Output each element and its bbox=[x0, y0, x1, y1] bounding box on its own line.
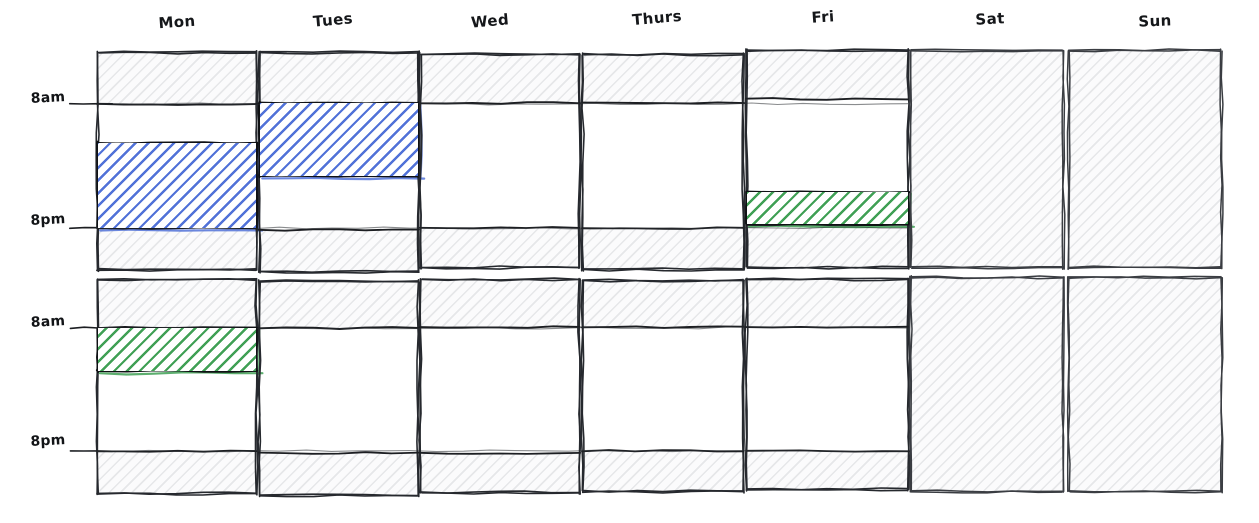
unavailable-morning-w1-tues bbox=[260, 52, 418, 103]
unavailable-morning-w2-mon bbox=[98, 279, 256, 328]
unavailable-morning-w1-thurs bbox=[583, 54, 743, 103]
unavailable-morning-w2-thurs bbox=[583, 280, 743, 327]
unavailable-evening-w2-fri bbox=[747, 451, 908, 490]
unavailable-morning-w2-wed bbox=[421, 279, 579, 327]
event-block-free-green-w2-mon-0[interactable] bbox=[98, 328, 256, 371]
unavailable-evening-w2-tues bbox=[260, 453, 418, 496]
day-header-fri[interactable]: Fri bbox=[810, 7, 836, 27]
unavailable-evening-w2-mon bbox=[98, 451, 256, 494]
available-slot-w1-wed[interactable] bbox=[421, 103, 579, 228]
available-slot-w2-thurs[interactable] bbox=[583, 327, 743, 451]
unavailable-evening-w1-tues bbox=[260, 230, 418, 272]
time-label-8pm-row2: 8pm bbox=[30, 432, 66, 450]
day-header-wed[interactable]: Wed bbox=[470, 10, 510, 32]
unavailable-morning-w2-fri bbox=[747, 279, 908, 327]
day-header-sun[interactable]: Sun bbox=[1138, 11, 1172, 31]
time-label-8pm-row1: 8pm bbox=[30, 211, 66, 229]
day-header-mon[interactable]: Mon bbox=[157, 11, 197, 33]
unavailable-allday-w1-sun bbox=[1069, 50, 1221, 268]
available-slot-w2-wed[interactable] bbox=[421, 327, 579, 453]
time-label-8am-row1: 8am bbox=[30, 89, 66, 107]
unavailable-allday-w1-sat bbox=[911, 50, 1063, 268]
event-block-busy-blue-w1-tues-0[interactable] bbox=[260, 103, 418, 176]
day-header-thurs[interactable]: Thurs bbox=[631, 6, 683, 30]
unavailable-morning-w2-tues bbox=[260, 281, 418, 328]
unavailable-evening-w2-thurs bbox=[583, 451, 743, 492]
time-label-8am-row2: 8am bbox=[30, 313, 66, 331]
unavailable-allday-w2-sun bbox=[1069, 277, 1221, 492]
unavailable-evening-w2-wed bbox=[421, 453, 579, 493]
unavailable-morning-w1-fri bbox=[747, 50, 908, 99]
unavailable-evening-w1-thurs bbox=[583, 228, 743, 270]
unavailable-allday-w2-sat bbox=[911, 277, 1063, 492]
unavailable-evening-w1-fri bbox=[747, 225, 908, 268]
event-block-free-green-w1-fri-0[interactable] bbox=[747, 192, 908, 224]
available-slot-w2-fri[interactable] bbox=[747, 327, 908, 451]
unavailable-evening-w1-mon bbox=[98, 228, 256, 270]
available-slot-w1-thurs[interactable] bbox=[583, 103, 743, 228]
available-slot-w2-tues[interactable] bbox=[260, 328, 418, 453]
unavailable-evening-w1-wed bbox=[421, 228, 579, 268]
day-header-tues[interactable]: Tues bbox=[312, 9, 354, 31]
day-header-sat[interactable]: Sat bbox=[974, 9, 1006, 29]
unavailable-morning-w1-wed bbox=[421, 54, 579, 103]
unavailable-morning-w1-mon bbox=[98, 52, 256, 104]
event-block-busy-blue-w1-mon-0[interactable] bbox=[98, 143, 256, 228]
